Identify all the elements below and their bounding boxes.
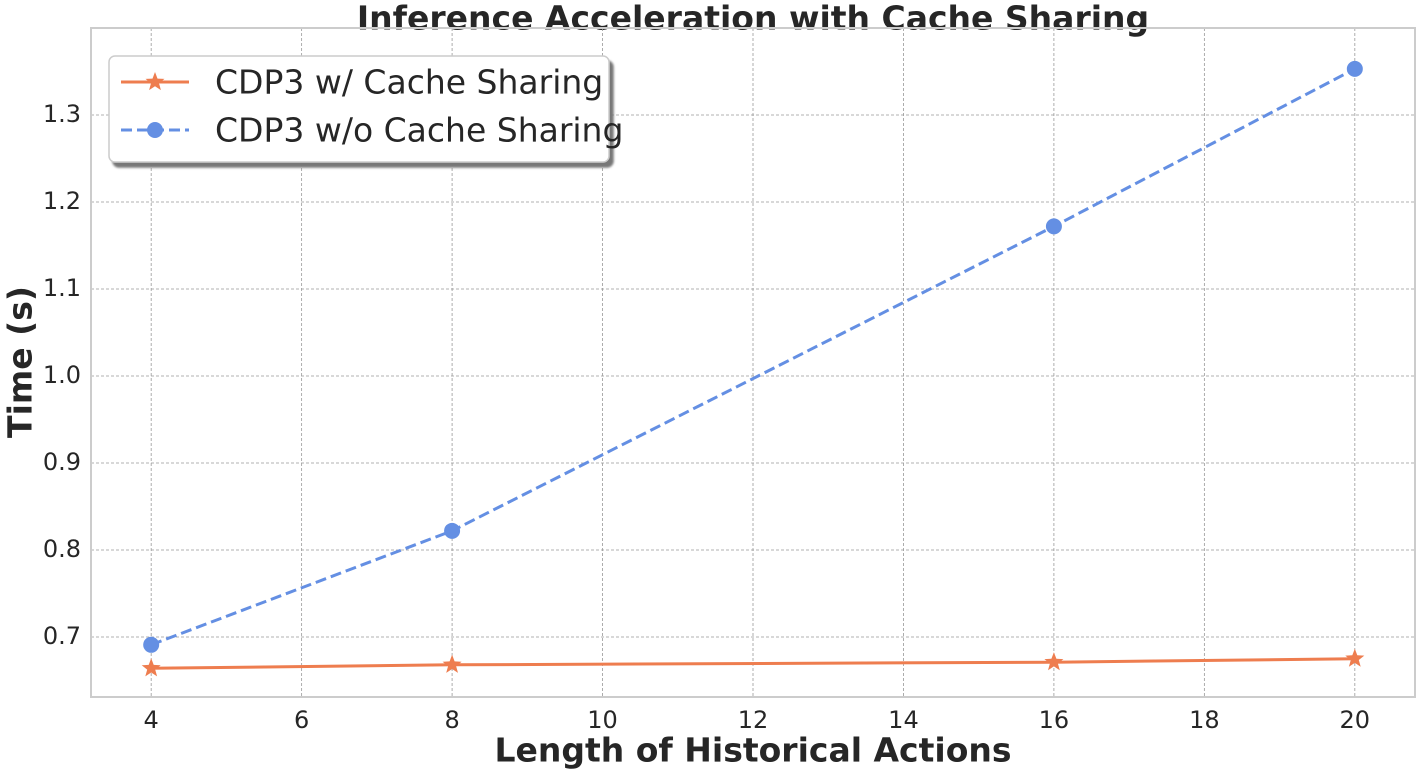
series-line <box>150 67 1356 647</box>
y-tick-label: 0.8 <box>43 535 81 563</box>
x-axis-label: Length of Historical Actions <box>494 731 1011 770</box>
x-tick-label: 14 <box>888 706 919 734</box>
y-tick-label: 1.3 <box>43 100 81 128</box>
y-axis-label: Time (s) <box>1 286 40 438</box>
legend-label: CDP3 w/ Cache Sharing <box>215 63 603 102</box>
marker <box>1044 652 1064 671</box>
marker <box>143 636 160 653</box>
x-tick-label: 10 <box>587 706 618 734</box>
x-tick-label: 18 <box>1189 706 1220 734</box>
marker <box>1346 60 1363 77</box>
marker <box>141 658 161 677</box>
marker <box>442 654 462 673</box>
marker <box>1045 218 1062 235</box>
x-tick-label: 6 <box>294 706 309 734</box>
marker <box>444 522 461 539</box>
x-tick-label: 12 <box>738 706 769 734</box>
y-tick-label: 0.9 <box>43 448 81 476</box>
x-tick-label: 16 <box>1039 706 1070 734</box>
x-tick-label: 8 <box>444 706 459 734</box>
x-tick-label: 4 <box>144 706 159 734</box>
legend: CDP3 w/ Cache Sharing CDP3 w/o Cache Shar… <box>108 55 623 163</box>
y-tick-label: 0.7 <box>43 622 81 650</box>
marker <box>145 72 165 91</box>
chart-title: Inference Acceleration with Cache Sharin… <box>357 0 1149 38</box>
plot-frame <box>90 27 1416 698</box>
legend-label: CDP3 w/o Cache Sharing <box>215 111 623 150</box>
legend-box <box>108 55 610 163</box>
x-tick-label: 20 <box>1340 706 1371 734</box>
series-line <box>151 657 1355 670</box>
marker <box>147 122 163 138</box>
y-tick-label: 1.0 <box>43 361 81 389</box>
y-tick-label: 1.2 <box>43 187 81 215</box>
y-tick-label: 1.1 <box>43 274 81 302</box>
marker <box>1345 648 1365 667</box>
